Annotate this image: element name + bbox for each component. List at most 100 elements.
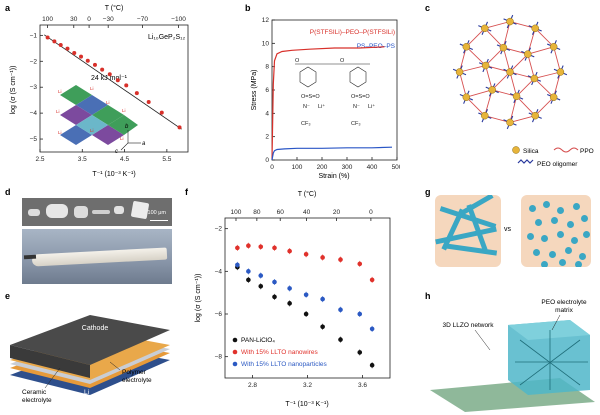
panel-label-c: c bbox=[425, 3, 431, 13]
silica-particle bbox=[506, 68, 514, 76]
nanoparticle bbox=[541, 261, 548, 267]
axis-a-label: a bbox=[142, 141, 146, 147]
ppo-chain bbox=[485, 65, 493, 90]
f-data-point bbox=[320, 324, 325, 330]
chem-so2-2: O=S=O bbox=[351, 94, 370, 100]
legend-marker-red bbox=[232, 349, 238, 355]
panel-f-x-ticks: 2.8 3.2 3.6 bbox=[248, 375, 367, 389]
silica-particle bbox=[556, 68, 565, 76]
f-ytick-label: −6 bbox=[215, 311, 223, 318]
nanoparticle bbox=[543, 201, 550, 208]
ppo-chain bbox=[516, 78, 535, 97]
panel-a-activation: 24 kJ mol⁻¹ bbox=[91, 75, 128, 82]
legend-marker-black bbox=[232, 337, 238, 343]
a-data-point bbox=[45, 35, 50, 40]
chem-so2-1: O=S=O bbox=[301, 94, 320, 100]
panel-label-e: e bbox=[5, 291, 11, 301]
legend-silica: Silica bbox=[523, 148, 539, 155]
panel-f-top-ticks: 100 80 60 40 20 0 bbox=[231, 209, 373, 221]
a-data-point bbox=[92, 62, 97, 67]
chem-cf3-1: CF₃ bbox=[301, 121, 311, 127]
chem-li-1: Li⁺ bbox=[318, 103, 325, 110]
a-ytick-label: −5 bbox=[30, 136, 38, 143]
ppo-chain bbox=[553, 71, 561, 98]
cathode-label: Cathode bbox=[82, 325, 109, 332]
f-data-point bbox=[272, 294, 277, 300]
panel-b-series-red-label: P(STFSILi)–PEO–P(STFSILi) bbox=[310, 29, 395, 36]
b-ytick-label: 4 bbox=[265, 110, 269, 117]
f-data-point bbox=[303, 251, 309, 257]
f-data-point bbox=[258, 244, 264, 250]
panel-a-x-ticks: 2.5 3.5 4.5 5.5 bbox=[35, 149, 172, 163]
b-xtick-label: 500 bbox=[392, 164, 400, 171]
ppo-chain bbox=[509, 115, 536, 123]
chem-n-2: N⁻ bbox=[353, 104, 360, 110]
a-ytick-label: −2 bbox=[30, 58, 38, 65]
silica-particle bbox=[481, 111, 489, 120]
b-xtick-label: 200 bbox=[317, 164, 328, 171]
crystal-li-label: Li bbox=[122, 108, 126, 113]
nanoparticle bbox=[575, 261, 582, 267]
a-toptick-label: −70 bbox=[137, 16, 148, 23]
nanoparticle bbox=[533, 249, 540, 256]
ppo-chain bbox=[534, 71, 561, 79]
ppo-chain bbox=[503, 47, 528, 55]
b-ytick-label: 8 bbox=[265, 64, 269, 71]
ppo-chain bbox=[466, 28, 486, 48]
ppo-chain bbox=[466, 89, 493, 98]
ppo-chain bbox=[534, 78, 554, 98]
b-xtick-label: 0 bbox=[270, 164, 274, 171]
panel-a-points bbox=[45, 35, 182, 130]
a-xtick-label: 4.5 bbox=[120, 156, 129, 163]
ceramic-label-1: Ceramic bbox=[22, 389, 47, 396]
ppo-chain bbox=[527, 54, 535, 79]
a-ytick-label: −1 bbox=[30, 32, 38, 39]
scale-bar-label: 100 μm bbox=[147, 210, 166, 216]
polymer-label-2: electrolyte bbox=[122, 377, 152, 384]
chem-cf3-2: CF₃ bbox=[351, 121, 361, 127]
ppo-icon bbox=[553, 147, 579, 153]
f-data-point bbox=[246, 277, 251, 283]
f-data-point bbox=[287, 286, 292, 291]
silica-particle bbox=[524, 50, 532, 58]
f-data-point bbox=[303, 292, 309, 298]
f-toptick-label: 0 bbox=[369, 209, 373, 216]
f-data-point bbox=[369, 277, 375, 283]
panel-b-y-ticks: 0 2 4 6 8 10 12 bbox=[262, 17, 275, 164]
ppo-chain bbox=[484, 28, 504, 48]
peo-oligomer-icon bbox=[517, 159, 534, 164]
a-data-point bbox=[124, 83, 129, 88]
nanoparticle bbox=[549, 251, 556, 258]
f-data-point bbox=[235, 245, 240, 251]
panel-a-top-axis-label: T (°C) bbox=[105, 4, 124, 12]
silica-particle bbox=[455, 68, 464, 76]
nanoparticle bbox=[551, 217, 558, 224]
a-toptick-label: 30 bbox=[70, 16, 78, 23]
legend-marker-blue bbox=[232, 361, 238, 367]
panel-f-y-ticks: −2 −4 −6 −8 bbox=[215, 226, 228, 361]
panel-b-red-curve bbox=[271, 46, 385, 161]
b-xtick-label: 300 bbox=[342, 164, 353, 171]
b-ytick-label: 2 bbox=[265, 134, 269, 141]
silica-particle bbox=[506, 118, 514, 127]
f-data-point bbox=[369, 362, 375, 368]
panel-a-chart: T (°C) 100 30 0 −30 −70 −100 2.5 3.5 4.5 5.5 −1−… bbox=[10, 4, 189, 178]
a-toptick-label: −100 bbox=[171, 16, 186, 23]
ppo-chain bbox=[516, 96, 536, 116]
silica-particle bbox=[481, 61, 490, 70]
f-data-point bbox=[320, 296, 325, 302]
silica-particle bbox=[530, 74, 539, 83]
legend-nanowires: With 15% LLTO nanowires bbox=[241, 349, 318, 356]
f-toptick-label: 100 bbox=[231, 209, 242, 216]
ppo-chain bbox=[509, 21, 536, 29]
a-xtick-label: 5.5 bbox=[162, 156, 171, 163]
f-data-point bbox=[272, 279, 277, 285]
pen-tip bbox=[23, 254, 37, 260]
f-data-point bbox=[369, 326, 375, 332]
panel-f-xlabel: T⁻¹ (10⁻³ K⁻¹) bbox=[285, 401, 328, 408]
f-data-point bbox=[320, 255, 325, 260]
legend-ppo: PPO bbox=[580, 148, 594, 155]
f-data-point bbox=[357, 311, 363, 317]
pen-photo bbox=[22, 229, 172, 284]
a-data-point bbox=[134, 91, 139, 96]
